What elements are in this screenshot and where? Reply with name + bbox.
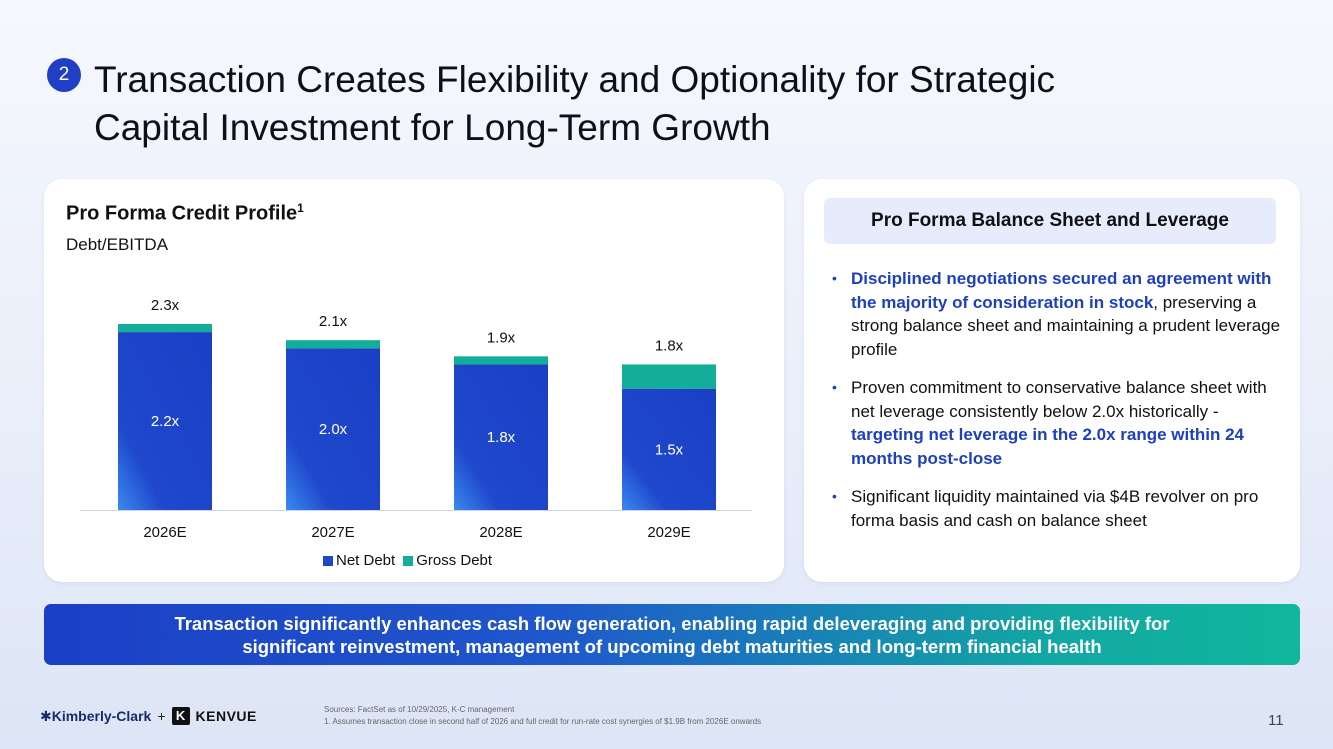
page-title-line-1: Transaction Creates Flexibility and Opti… <box>94 59 1056 100</box>
key-message-banner: Transaction significantly enhances cash … <box>44 604 1300 665</box>
footer-logos: ✱Kimberly-Clark + K KENVUE <box>40 707 257 725</box>
page-title: Transaction Creates Flexibility and Opti… <box>94 56 1244 152</box>
balance-sheet-bullets: Disciplined negotiations secured an agre… <box>830 267 1290 547</box>
kenvue-logo-icon: K <box>171 707 190 725</box>
bullet-negotiations-highlight: Disciplined negotiations secured an agre… <box>851 269 1272 312</box>
chart-subtitle: Debt/EBITDA <box>66 235 169 254</box>
chart-title: Pro Forma Credit Profile1 <box>66 201 304 226</box>
kimberly-clark-logo: ✱Kimberly-Clark <box>40 707 152 724</box>
bullet-commitment-highlight: targeting net leverage in the 2.0x range… <box>851 425 1245 468</box>
legend-net-debt-swatch <box>323 555 333 566</box>
chart-legend: Net Debt Gross Debt <box>323 552 492 569</box>
kenvue-logo: KENVUE <box>195 708 257 724</box>
bullet-negotiations: Disciplined negotiations secured an agre… <box>830 267 1290 361</box>
legend-gross-debt: Gross Debt <box>403 552 492 569</box>
section-number-badge: 2 <box>47 58 81 92</box>
footnotes: Sources: FactSet as of 10/29/2025, K-C m… <box>324 704 761 728</box>
footnote-1: 1. Assumes transaction close in second h… <box>324 717 762 726</box>
legend-gross-debt-swatch <box>403 555 414 566</box>
legend-gross-debt-label: Gross Debt <box>416 552 493 569</box>
bullet-negotiations-text: , preserving a strong balance sheet and … <box>851 292 1281 359</box>
legend-net-debt-label: Net Debt <box>336 552 396 569</box>
bullet-liquidity: Significant liquidity maintained via $4B… <box>830 485 1290 532</box>
banner-line-2: significant reinvestment, management of … <box>242 636 1102 657</box>
bullet-commitment-text: Proven commitment to conservative balanc… <box>851 378 1267 421</box>
chart-title-footnote: 1 <box>297 201 304 215</box>
page-number: 11 <box>1268 712 1284 729</box>
legend-net-debt: Net Debt <box>323 552 395 569</box>
page-title-line-2: Capital Investment for Long-Term Growth <box>94 107 771 148</box>
bullet-liquidity-text: Significant liquidity maintained via $4B… <box>851 487 1259 530</box>
sources-line: Sources: FactSet as of 10/29/2025, K-C m… <box>324 705 515 714</box>
balance-sheet-header: Pro Forma Balance Sheet and Leverage <box>824 198 1276 244</box>
logo-plus: + <box>157 708 166 724</box>
bullet-commitment: Proven commitment to conservative balanc… <box>830 376 1290 470</box>
banner-line-1: Transaction significantly enhances cash … <box>174 613 1170 634</box>
chart-title-text: Pro Forma Credit Profile <box>66 202 298 225</box>
